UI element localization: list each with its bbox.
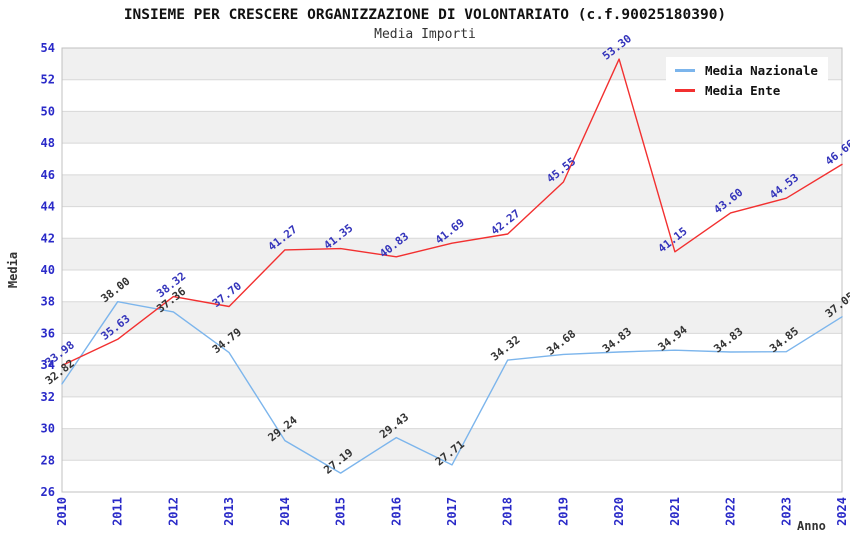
y-tick-label: 48 <box>41 136 55 150</box>
chart-subtitle: Media Importi <box>374 27 476 42</box>
plot-band <box>62 365 842 397</box>
y-tick-label: 52 <box>41 73 55 87</box>
y-tick-label: 32 <box>41 390 55 404</box>
legend-item-media-nazionale: Media Nazionale <box>675 60 818 80</box>
legend-label: Media Nazionale <box>705 62 818 78</box>
y-tick-label: 38 <box>41 295 55 309</box>
y-tick-label: 28 <box>41 453 55 467</box>
x-tick-label: 2021 <box>668 497 682 526</box>
x-tick-label: 2011 <box>111 497 125 526</box>
point-label: 38.00 <box>99 275 133 306</box>
x-tick-label: 2012 <box>166 497 180 526</box>
x-tick-label: 2020 <box>612 497 626 526</box>
x-tick-label: 2016 <box>389 497 403 526</box>
legend-swatch-icon <box>675 88 695 92</box>
y-tick-label: 46 <box>41 168 55 182</box>
x-tick-label: 2022 <box>724 497 738 526</box>
x-tick-label: 2015 <box>334 497 348 526</box>
x-tick-label: 2017 <box>445 497 459 526</box>
x-axis-title: Anno <box>797 519 826 533</box>
chart-title: INSIEME PER CRESCERE ORGANIZZAZIONE DI V… <box>123 7 727 23</box>
y-tick-label: 42 <box>41 231 55 245</box>
y-tick-label: 34 <box>41 358 55 372</box>
x-tick-label: 2024 <box>835 497 849 526</box>
y-tick-label: 44 <box>41 200 55 214</box>
x-tick-label: 2018 <box>501 497 515 526</box>
y-axis-title: Media <box>6 251 20 289</box>
y-tick-label: 36 <box>41 326 55 340</box>
plot-band <box>62 111 842 144</box>
y-tick-label: 54 <box>41 41 55 55</box>
legend-swatch-icon <box>675 68 695 72</box>
plot-band <box>62 174 842 207</box>
x-tick-label: 2013 <box>222 497 236 526</box>
x-tick-label: 2019 <box>556 497 570 526</box>
legend-label: Media Ente <box>705 82 781 98</box>
y-tick-label: 26 <box>41 485 55 499</box>
x-tick-label: 2010 <box>55 497 69 526</box>
plot-band <box>62 301 842 334</box>
x-tick-label: 2023 <box>779 497 793 526</box>
plot-band <box>62 428 842 461</box>
y-tick-label: 30 <box>41 422 55 436</box>
legend: Media Nazionale Media Ente <box>666 57 828 104</box>
x-tick-label: 2014 <box>278 497 292 526</box>
y-tick-label: 40 <box>41 263 55 277</box>
legend-item-media-ente: Media Ente <box>675 80 818 100</box>
y-tick-label: 50 <box>41 104 55 118</box>
series-line-media-nazionale <box>61 301 843 474</box>
point-label: 42.27 <box>489 207 523 238</box>
series-line-media-ente <box>61 58 843 367</box>
plot-border <box>61 47 843 493</box>
